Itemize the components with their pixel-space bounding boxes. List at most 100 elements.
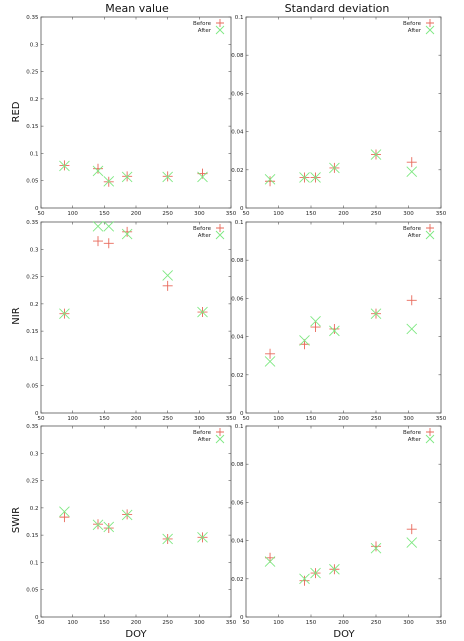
x-tick-label: 300 <box>194 211 205 217</box>
before-point <box>93 236 103 247</box>
after-point <box>197 306 208 318</box>
y-tick-label: 0.05 <box>26 588 39 594</box>
after-point <box>310 316 321 327</box>
x-tick-label: 250 <box>371 620 382 626</box>
y-tick-label: 0.15 <box>26 329 39 335</box>
x-tick-label: 100 <box>67 620 78 626</box>
y-tick-label: 0.1 <box>235 15 244 21</box>
before-point <box>406 295 417 306</box>
row-label-red: RED <box>11 101 22 122</box>
after-point <box>103 521 115 533</box>
legend-label-before: Before <box>403 430 422 436</box>
y-tick-label: 0.3 <box>30 451 39 457</box>
legend-label-before: Before <box>403 21 422 27</box>
legend-label-before: Before <box>193 430 212 436</box>
y-tick-label: 0.15 <box>26 533 39 539</box>
legend-label-after: After <box>408 437 422 443</box>
y-tick-label: 0.04 <box>231 335 244 341</box>
y-tick-label: 0.05 <box>26 179 39 185</box>
x-tick-label: 250 <box>371 211 382 217</box>
x-tick-label: 300 <box>194 416 205 422</box>
after-point <box>299 172 310 183</box>
after-point <box>310 567 321 579</box>
x-tick-label: 350 <box>226 620 237 626</box>
x-tick-label: 250 <box>371 416 382 422</box>
legend-marker-before <box>216 224 224 232</box>
x-tick-label: 50 <box>243 211 250 217</box>
x-tick-label: 300 <box>194 620 205 626</box>
after-point <box>406 537 418 548</box>
x-tick-label: 200 <box>338 211 349 217</box>
x-tick-label: 100 <box>273 211 284 217</box>
after-point <box>299 573 310 585</box>
after-point <box>59 308 70 319</box>
legend-marker-after <box>425 434 435 444</box>
y-tick-label: 0.1 <box>235 424 244 430</box>
legend-label-after: After <box>198 437 212 443</box>
column-title-std: Standard deviation <box>285 2 390 15</box>
after-point <box>92 519 104 531</box>
x-tick-label: 150 <box>306 416 317 422</box>
y-tick-label: 0.35 <box>26 15 39 21</box>
y-tick-label: 0.02 <box>231 577 243 583</box>
y-tick-label: 0.02 <box>231 168 243 174</box>
y-tick-label: 0.08 <box>231 462 244 468</box>
x-tick-label: 150 <box>306 211 317 217</box>
plot-frame <box>40 221 232 414</box>
legend-label-after: After <box>408 233 422 239</box>
before-point <box>265 176 276 187</box>
x-tick-label: 50 <box>38 211 45 217</box>
after-point <box>299 335 310 346</box>
legend-marker-before <box>216 428 224 436</box>
y-tick-label: 0.35 <box>26 220 39 226</box>
x-tick-label: 250 <box>162 416 173 422</box>
legend-label-before: Before <box>193 226 212 232</box>
legend-label-before: Before <box>193 21 212 27</box>
before-point <box>329 323 340 334</box>
x-tick-label: 350 <box>436 211 447 217</box>
after-point <box>264 556 276 567</box>
y-tick-label: 0 <box>35 206 39 212</box>
y-tick-label: 0.02 <box>231 373 243 379</box>
y-tick-label: 0 <box>240 411 244 417</box>
x-tick-label: 100 <box>273 620 284 626</box>
panel-grid: 50 100 150 200 250 300 35000.050.10.150.20.250… <box>26 15 446 626</box>
after-point <box>406 323 418 335</box>
y-tick-label: 0.06 <box>231 500 244 506</box>
after-point <box>103 221 115 232</box>
legend-marker-after <box>215 230 225 240</box>
before-point <box>122 226 133 237</box>
before-point <box>162 280 173 291</box>
y-tick-label: 0.25 <box>26 275 39 281</box>
y-tick-label: 0.08 <box>231 258 244 264</box>
y-tick-label: 0.1 <box>30 356 39 362</box>
x-tick-label: 150 <box>306 620 317 626</box>
x-tick-label: 150 <box>99 620 110 626</box>
y-tick-label: 0.2 <box>30 506 39 512</box>
y-tick-label: 0.25 <box>26 70 39 76</box>
x-tick-label: 350 <box>226 416 237 422</box>
y-tick-label: 0.3 <box>30 42 39 48</box>
after-point <box>121 171 133 183</box>
after-point <box>329 563 340 575</box>
legend-label-after: After <box>198 233 212 239</box>
x-tick-label: 200 <box>338 416 349 422</box>
after-point <box>92 221 104 232</box>
legend-label-before: Before <box>403 226 422 232</box>
before-point <box>299 575 310 586</box>
x-tick-label: 250 <box>162 211 173 217</box>
y-tick-label: 0.2 <box>30 97 39 103</box>
before-point <box>371 541 381 552</box>
y-tick-label: 0.35 <box>26 424 39 430</box>
legend-label-after: After <box>198 28 212 34</box>
after-point <box>121 509 133 521</box>
legend-marker-after <box>215 434 225 444</box>
legend-marker-after <box>425 230 435 240</box>
x-tick-label: 250 <box>162 620 173 626</box>
after-point <box>264 356 276 367</box>
y-tick-label: 0.04 <box>231 539 244 545</box>
plot-frame <box>245 221 442 414</box>
after-point <box>370 542 382 554</box>
y-tick-label: 0.06 <box>231 91 244 97</box>
after-point <box>92 165 104 177</box>
